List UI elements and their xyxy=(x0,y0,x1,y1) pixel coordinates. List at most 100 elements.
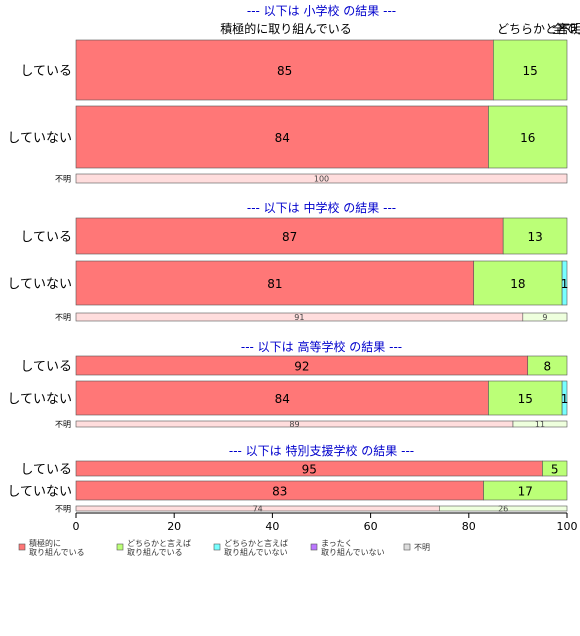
data-label: 15 xyxy=(523,64,538,78)
x-tick-label: 100 xyxy=(557,520,578,533)
section-3: --- 以下は 高等学校 の結果 --- している 92 8 していない 84 15 1 不明 8… xyxy=(7,339,568,429)
legend-label: 取り組んでいない xyxy=(321,547,385,557)
data-label: 9 xyxy=(542,313,547,322)
bar-segment-somewhat_yes xyxy=(542,460,568,477)
legend-label: 取り組んでいる xyxy=(127,547,183,557)
data-label: 16 xyxy=(520,131,535,145)
x-tick-label: 80 xyxy=(462,520,476,533)
row-label: している xyxy=(20,230,72,245)
bar-segment-somewhat_yes xyxy=(512,420,568,428)
legend-swatch xyxy=(116,543,124,551)
bar-segment-somewhat_yes xyxy=(483,480,568,501)
data-label: 84 xyxy=(275,131,290,145)
legend-swatch xyxy=(213,543,221,551)
legend: 積極的に取り組んでいるどちらかと言えば取り組んでいるどちらかと言えば取り組んでい… xyxy=(18,538,430,557)
row-label: 不明 xyxy=(55,420,71,429)
row-label: していない xyxy=(7,392,72,407)
x-tick-label: 0 xyxy=(73,520,80,533)
bar-segment-actively xyxy=(75,173,568,184)
data-label: 87 xyxy=(282,230,297,244)
data-label: 100 xyxy=(314,175,329,184)
bar-segment-actively xyxy=(75,105,489,169)
data-label: 89 xyxy=(289,420,299,429)
row-label: している xyxy=(20,463,72,478)
x-tick-label: 40 xyxy=(265,520,279,533)
data-label: 18 xyxy=(510,277,525,291)
bar-row: している 85 15 xyxy=(20,39,568,101)
data-label: 11 xyxy=(535,420,545,429)
bar-segment-somewhat_yes xyxy=(527,355,568,376)
data-label: 17 xyxy=(518,485,533,499)
legend-swatch xyxy=(403,543,411,551)
bar-segment-somewhat_yes xyxy=(522,312,568,322)
legend-label: どちらかと言えば xyxy=(224,538,288,548)
data-label: 26 xyxy=(498,505,508,514)
data-label: 91 xyxy=(294,313,304,322)
section-2: --- 以下は 中学校 の結果 --- している 87 13 していない 81 18 1 不明 9… xyxy=(7,200,568,322)
row-label: している xyxy=(20,64,72,79)
data-label: 8 xyxy=(544,360,552,374)
section-title: --- 以下は 中学校 の結果 --- xyxy=(247,200,396,215)
bar-row: している 92 8 xyxy=(20,355,568,376)
row-label: 不明 xyxy=(55,505,71,514)
legend-swatch xyxy=(18,543,26,551)
data-label: 83 xyxy=(272,485,287,499)
x-axis: 0 20 40 60 80 100 xyxy=(73,512,578,533)
legend-item-unknown: 不明 xyxy=(403,543,430,552)
bar-segment-somewhat_yes xyxy=(439,505,568,512)
bar-segment-somewhat_no xyxy=(561,260,568,306)
data-label: 74 xyxy=(253,505,263,514)
section-title: --- 以下は 小学校 の結果 --- xyxy=(247,3,396,18)
bar-row: 不明 91 9 xyxy=(55,312,568,322)
data-label: 85 xyxy=(277,64,292,78)
section-title: --- 以下は 高等学校 の結果 --- xyxy=(241,339,402,354)
bar-row: していない 81 18 1 xyxy=(7,260,569,306)
bar-segment-actively xyxy=(75,39,494,101)
bar-segment-somewhat_yes xyxy=(502,217,568,255)
legend-label: まったく xyxy=(321,539,353,548)
data-label: 13 xyxy=(527,230,542,244)
top-label-unknown: 不明 xyxy=(558,22,580,36)
section-4: --- 以下は 特別支援学校 の結果 --- している 95 5 していない 83 17 不明… xyxy=(7,443,568,514)
bar-row: 不明 89 11 xyxy=(55,420,568,429)
legend-swatch xyxy=(310,543,318,551)
row-label: していない xyxy=(7,485,72,500)
top-label-somewhat: どちらかと言えば xyxy=(497,22,580,36)
x-tick-label: 60 xyxy=(364,520,378,533)
data-label: 5 xyxy=(551,463,559,477)
bar-row: していない 84 16 xyxy=(7,105,568,169)
bar-row: 不明 100 xyxy=(55,173,568,184)
x-tick-label: 20 xyxy=(167,520,181,533)
legend-label: どちらかと言えば xyxy=(127,538,191,548)
section-1: --- 以下は 小学校 の結果 --- している 85 15 していない 84 16 不明 10… xyxy=(7,3,568,184)
top-labels: 積極的に取り組んでいる どちらかと言えば 不明 全て xyxy=(220,21,580,36)
bar-segment-somewhat_yes xyxy=(488,380,563,416)
data-label: 15 xyxy=(518,392,533,406)
bar-segment-somewhat_no xyxy=(561,380,568,416)
row-label: している xyxy=(20,360,72,375)
row-label: 不明 xyxy=(55,313,71,322)
legend-label: 不明 xyxy=(414,543,430,552)
bar-row: している 87 13 xyxy=(20,217,568,255)
data-label: 92 xyxy=(294,360,309,374)
bar-segment-actively xyxy=(75,380,489,416)
data-label: 81 xyxy=(267,277,282,291)
bar-row: している 95 5 xyxy=(20,460,568,478)
row-label: していない xyxy=(7,131,72,146)
bar-segment-somewhat_yes xyxy=(493,39,568,101)
row-label: していない xyxy=(7,277,72,292)
bar-row: 不明 74 26 xyxy=(55,505,568,514)
top-label-all: 全て xyxy=(552,21,576,36)
data-label: 1 xyxy=(561,277,569,291)
bar-row: していない 83 17 xyxy=(7,480,568,501)
legend-label: 取り組んでいない xyxy=(224,547,288,557)
section-title: --- 以下は 特別支援学校 の結果 --- xyxy=(229,443,414,458)
bar-segment-somewhat_yes xyxy=(488,105,568,169)
legend-item-actively: 積極的に取り組んでいる xyxy=(18,538,85,557)
bar-segment-actively xyxy=(75,217,504,255)
